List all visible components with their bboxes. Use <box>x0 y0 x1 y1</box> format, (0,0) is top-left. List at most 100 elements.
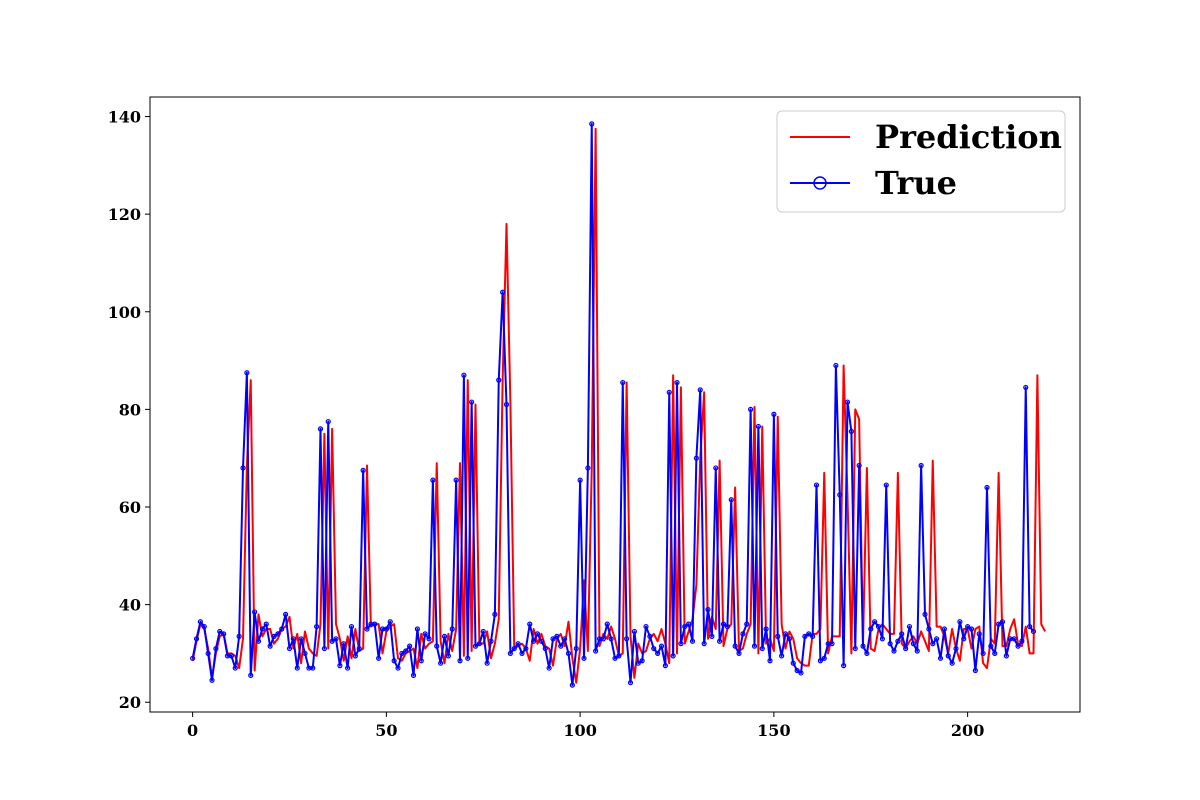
true-data-point <box>953 645 959 652</box>
true-data-point <box>631 628 637 635</box>
true-data-point <box>519 650 525 657</box>
true-data-point <box>1015 643 1021 649</box>
true-data-point <box>317 426 324 432</box>
true-data-point <box>507 650 513 657</box>
true-data-point <box>833 362 839 369</box>
true-data-point <box>689 638 696 644</box>
true-data-point <box>329 638 335 644</box>
true-data-point <box>341 641 347 647</box>
true-data-point <box>438 660 444 666</box>
true-data-point <box>236 633 242 639</box>
true-data-point <box>531 638 537 644</box>
true-data-point <box>775 633 781 639</box>
true-data-point <box>263 621 269 627</box>
true-data-point <box>941 626 947 632</box>
true-data-point <box>391 658 397 664</box>
true-data-point <box>1019 638 1025 644</box>
true-data-point <box>709 633 715 639</box>
true-data-point <box>283 611 289 617</box>
true-data-point <box>682 623 688 630</box>
true-data-point <box>422 631 428 637</box>
true-data-point <box>542 645 548 652</box>
true-data-point <box>310 665 316 671</box>
true-data-point <box>604 621 610 627</box>
true-data-point <box>984 484 990 491</box>
true-data-point <box>461 372 467 378</box>
y-tick-label: 80 <box>119 400 141 419</box>
true-data-point <box>748 406 754 412</box>
true-data-point <box>267 643 273 649</box>
y-axis: 20 40 60 80 100 120 140 <box>108 108 150 712</box>
true-data-point <box>407 643 413 649</box>
true-data-point <box>550 636 556 642</box>
true-data-point <box>899 631 905 637</box>
true-data-point <box>945 653 951 659</box>
true-data-point <box>651 645 657 652</box>
true-data-point <box>376 655 382 661</box>
true-data-point <box>949 660 955 666</box>
legend-prediction-label: Prediction <box>875 118 1062 156</box>
true-data-point <box>252 609 258 615</box>
true-data-point <box>972 667 978 674</box>
true-data-point <box>201 623 207 630</box>
true-data-point <box>538 638 544 644</box>
true-data-point <box>666 389 672 395</box>
true-data-point <box>337 663 343 669</box>
true-data-point <box>345 665 351 671</box>
true-data-point <box>197 619 203 625</box>
true-data-point <box>325 418 331 425</box>
true-data-point <box>496 377 502 383</box>
true-data-point <box>914 648 920 654</box>
true-data-point <box>674 379 680 386</box>
plot-area-frame <box>149 96 1081 713</box>
true-data-point <box>999 619 1006 625</box>
legend-true-label: True <box>875 164 957 202</box>
true-data-point <box>387 619 393 625</box>
true-data-point <box>352 653 358 659</box>
true-data-point <box>957 619 963 625</box>
true-data-point <box>686 621 692 627</box>
true-data-point <box>228 653 234 659</box>
true-data-point <box>635 660 641 666</box>
true-data-point <box>348 623 355 630</box>
true-data-point <box>794 667 800 674</box>
true-data-point <box>992 650 998 657</box>
true-data-point <box>856 462 862 469</box>
true-data-point <box>1030 628 1037 635</box>
true-data-point <box>616 653 622 659</box>
true-data-point <box>457 658 463 664</box>
true-data-point <box>868 626 874 632</box>
true-data-point <box>608 636 614 642</box>
true-data-point <box>255 638 262 644</box>
true-data-point <box>926 626 932 632</box>
true-data-point <box>728 497 734 503</box>
axes <box>149 96 1081 713</box>
true-data-point <box>713 465 719 471</box>
true-data-point <box>271 633 277 639</box>
true-data-point <box>717 638 723 644</box>
true-data-point <box>565 650 572 657</box>
true-data-point <box>472 643 479 649</box>
true-data-point <box>988 643 994 649</box>
true-data-point <box>562 636 568 642</box>
true-data-point <box>841 663 847 669</box>
true-data-point <box>290 636 296 642</box>
true-series-line <box>191 122 1035 687</box>
true-data-point <box>294 665 300 671</box>
true-data-point <box>484 660 490 666</box>
true-data-point <box>414 626 420 632</box>
true-data-point <box>891 648 897 654</box>
true-data-point <box>585 465 591 471</box>
true-data-point <box>488 638 494 644</box>
true-data-point <box>569 682 575 688</box>
true-data-point <box>1011 636 1017 642</box>
true-data-point <box>767 658 773 664</box>
y-tick-label: 100 <box>108 303 141 322</box>
true-data-point <box>906 623 913 630</box>
true-data-point <box>395 665 401 671</box>
true-data-point <box>534 631 541 637</box>
true-data-point <box>546 665 552 671</box>
true-data-point <box>736 650 742 657</box>
true-data-point <box>515 641 521 647</box>
